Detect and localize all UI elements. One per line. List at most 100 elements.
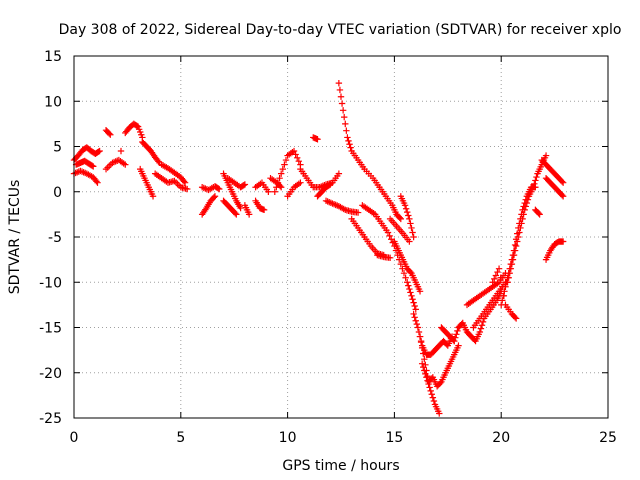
data-points [70, 79, 567, 417]
data-point [245, 211, 253, 218]
data-point [517, 224, 524, 232]
data-point [409, 229, 416, 236]
series-s16 [224, 174, 249, 191]
x-tick-label: 10 [279, 430, 297, 446]
data-point [533, 173, 540, 181]
data-point [415, 328, 423, 336]
data-point [214, 185, 222, 192]
data-point [265, 188, 272, 195]
y-tick-label: -5 [48, 230, 62, 246]
data-point [345, 137, 352, 145]
y-axis-label: SDTVAR / TECUs [7, 180, 23, 295]
data-point [428, 391, 435, 398]
series-s27 [335, 79, 405, 223]
data-point [337, 93, 345, 100]
data-point [273, 184, 280, 191]
data-point [416, 333, 424, 340]
data-point [338, 100, 346, 107]
data-point [519, 215, 526, 223]
chart-title: Day 308 of 2022, Sidereal Day-to-day VTE… [59, 22, 622, 38]
data-point [508, 260, 516, 268]
data-point [498, 301, 505, 309]
series-s7 [122, 120, 146, 141]
data-point [102, 165, 110, 173]
series-s31 [386, 215, 413, 245]
data-point [408, 224, 415, 232]
data-point [437, 379, 444, 387]
data-point [412, 306, 419, 313]
data-point [171, 177, 178, 185]
data-point [407, 289, 414, 296]
data-point [511, 314, 519, 321]
data-point [402, 274, 409, 281]
data-point [455, 342, 462, 349]
series-s10 [151, 170, 191, 193]
data-point [342, 120, 349, 128]
data-point [384, 229, 392, 236]
data-point [406, 238, 413, 245]
data-point [149, 193, 157, 200]
x-tick-label: 15 [385, 430, 403, 446]
data-point [497, 274, 504, 281]
data-point [277, 170, 285, 177]
data-point [522, 203, 529, 210]
series-s6 [117, 147, 125, 155]
data-point [530, 184, 537, 191]
data-point [516, 229, 523, 236]
data-point [507, 265, 515, 272]
data-point [216, 185, 223, 193]
series-s19 [252, 197, 268, 214]
data-point [408, 292, 415, 300]
series-s32 [391, 238, 424, 295]
data-point [232, 210, 239, 217]
data-point [436, 410, 443, 417]
data-point [532, 177, 539, 184]
data-point [524, 196, 532, 203]
data-point [512, 315, 520, 322]
data-point [410, 233, 417, 241]
data-point [107, 131, 114, 138]
x-tick-label: 20 [492, 430, 510, 446]
data-point [233, 211, 240, 218]
series-s33 [397, 193, 417, 241]
series-s29 [359, 202, 419, 313]
data-point [518, 220, 525, 227]
data-point [489, 279, 496, 286]
y-tick-label: 10 [44, 94, 62, 110]
data-point [499, 297, 506, 304]
data-point [500, 292, 507, 300]
data-point [386, 254, 394, 262]
data-point [341, 113, 348, 121]
data-point [155, 158, 162, 165]
series-s25 [314, 181, 334, 200]
x-tick-labels: 0 5 10 15 20 25 [70, 430, 617, 446]
data-point [494, 268, 501, 276]
data-point [335, 79, 343, 87]
series-s11 [158, 161, 189, 186]
data-point [523, 199, 531, 207]
x-axis-label: GPS time / hours [282, 458, 399, 474]
data-point [240, 181, 248, 189]
y-tick-label: 5 [53, 140, 62, 156]
series-s5 [102, 156, 129, 173]
data-point [292, 151, 299, 158]
data-point [401, 202, 409, 209]
data-point [418, 344, 426, 352]
data-point [521, 206, 528, 214]
y-tick-labels: 15 10 5 0 -5 -10 -15 -20 -25 [39, 49, 62, 427]
data-point [95, 148, 102, 155]
data-point [327, 181, 334, 188]
data-point [279, 165, 286, 173]
data-point [184, 185, 191, 193]
data-point [402, 205, 410, 212]
data-point [501, 288, 508, 295]
series-s43 [504, 152, 550, 286]
data-point [210, 194, 218, 201]
data-point [411, 302, 418, 310]
data-point [542, 152, 550, 159]
data-point [430, 397, 438, 405]
data-point [117, 147, 125, 155]
y-tick-label: -10 [39, 275, 62, 291]
data-point [276, 174, 283, 182]
data-point [347, 144, 354, 151]
